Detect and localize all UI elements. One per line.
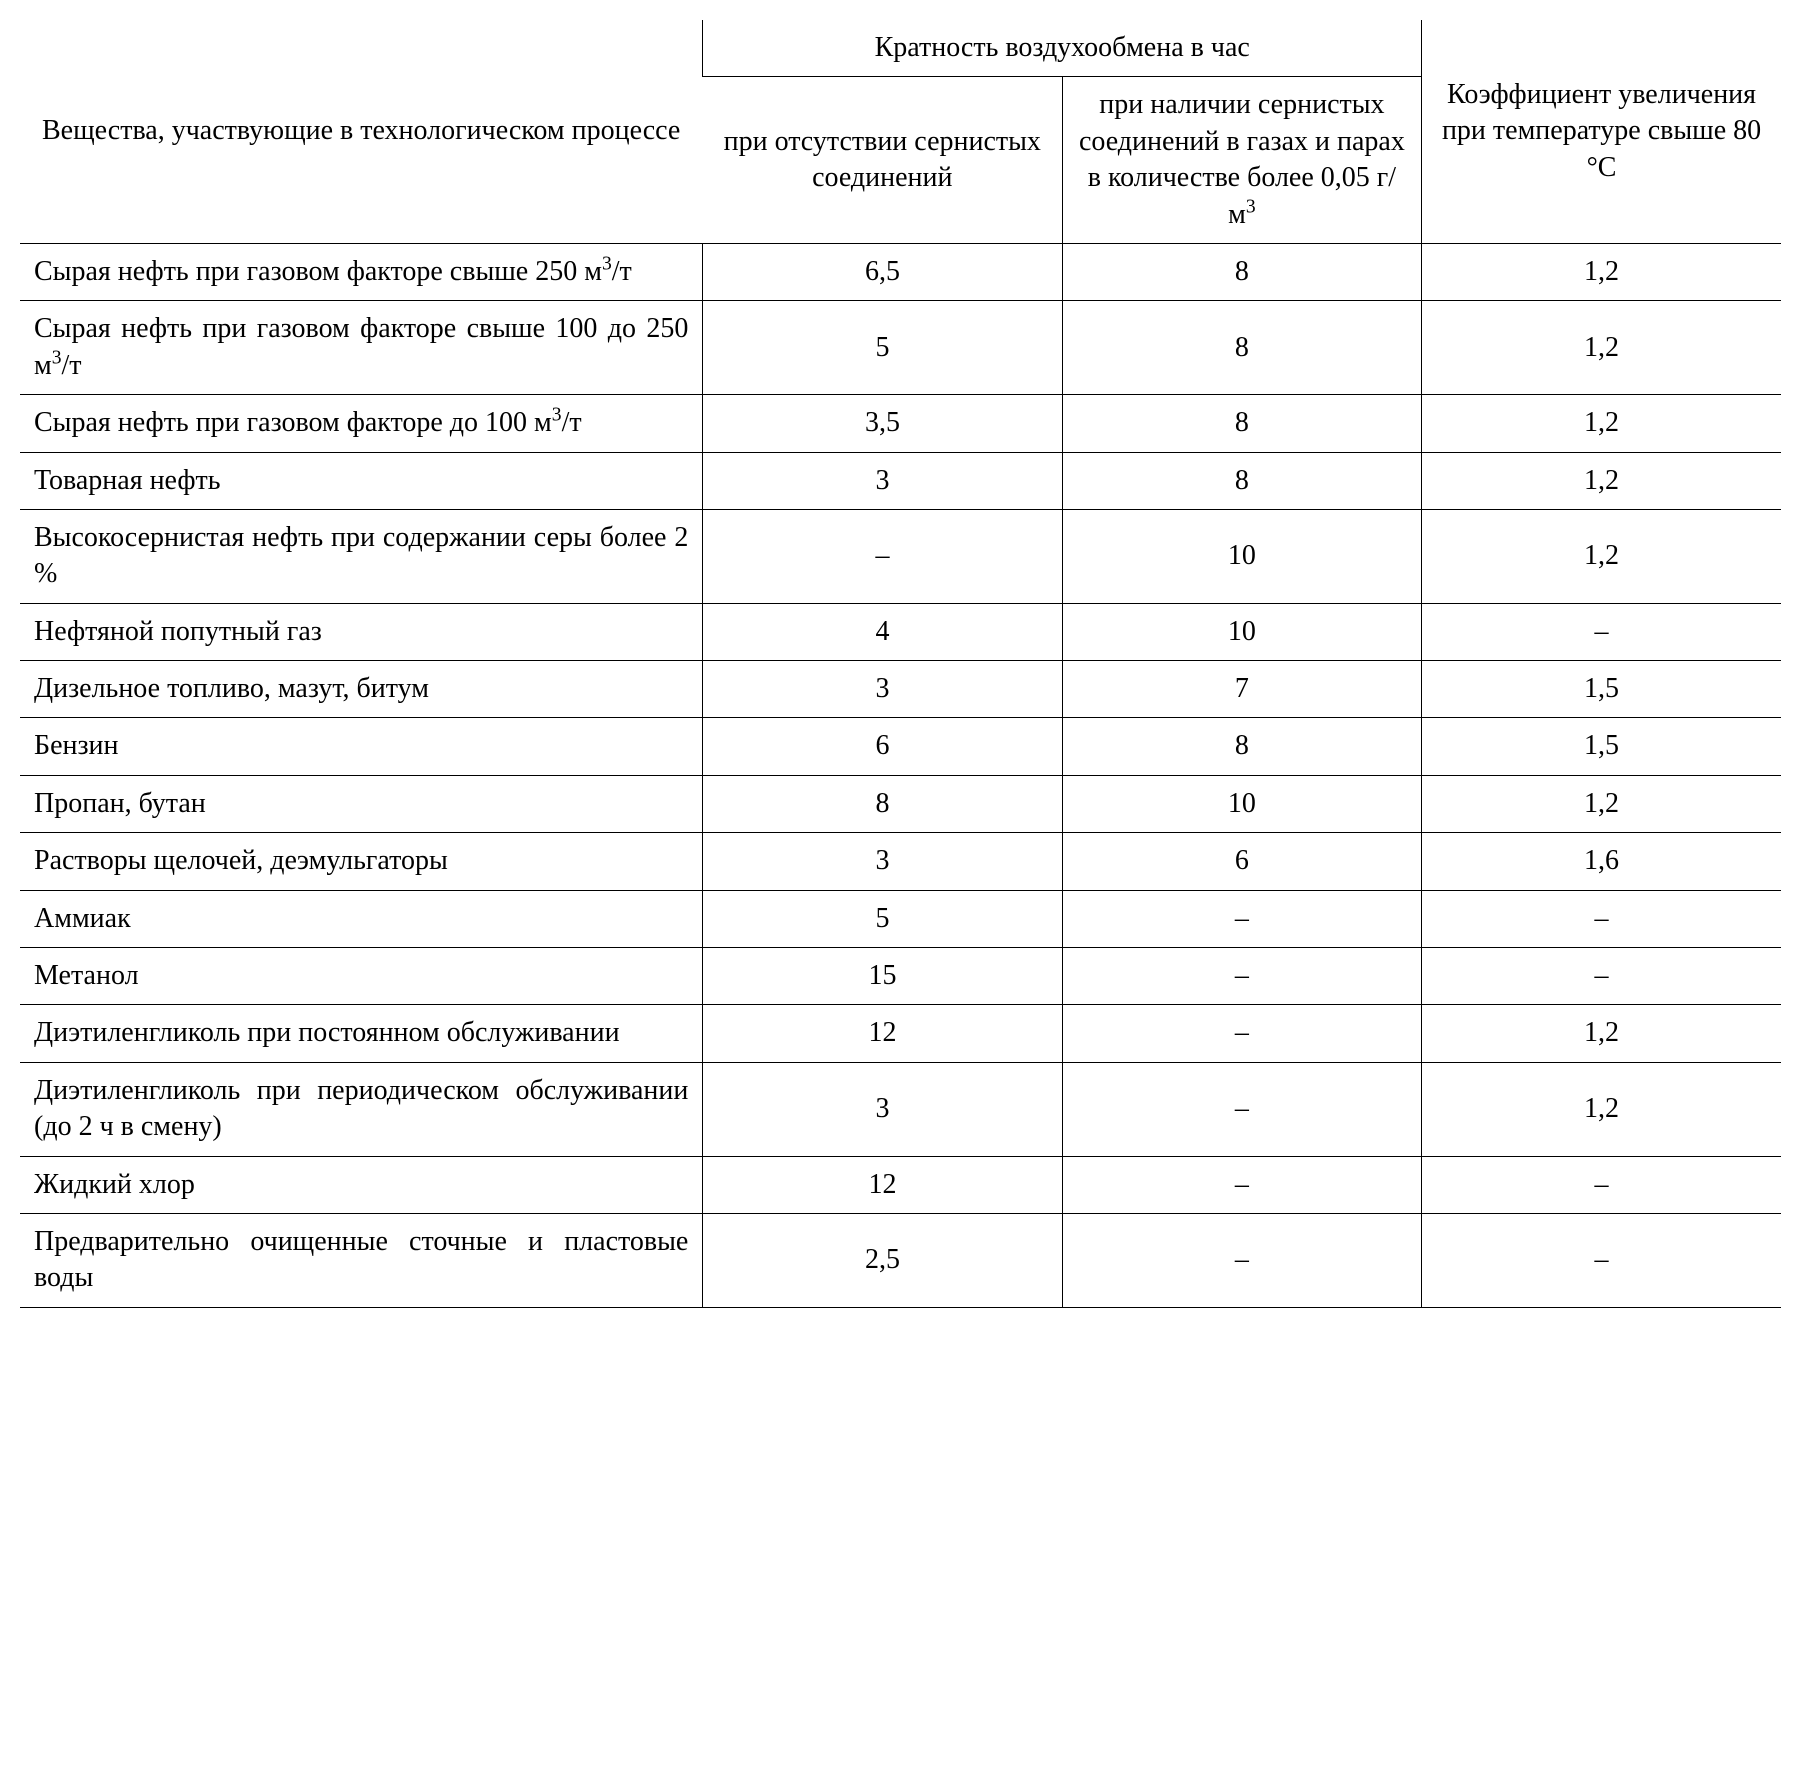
- cell-coeff: 1,2: [1422, 395, 1781, 452]
- cell-present: 10: [1062, 509, 1421, 603]
- cell-absent: 8: [703, 775, 1062, 832]
- table-row: Сырая нефть при газовом факторе свыше 25…: [20, 243, 1781, 300]
- table-row: Диэтиленгликоль при периодическом обслуж…: [20, 1062, 1781, 1156]
- cell-coeff: –: [1422, 1156, 1781, 1213]
- cell-absent: 3: [703, 452, 1062, 509]
- ventilation-table: Вещества, участвующие в технологическом …: [20, 20, 1781, 1308]
- header-present: при наличии сернистых соединений в газах…: [1062, 77, 1421, 244]
- cell-absent: 6: [703, 718, 1062, 775]
- table-row: Сырая нефть при газовом факторе до 100 м…: [20, 395, 1781, 452]
- cell-coeff: 1,5: [1422, 718, 1781, 775]
- cell-coeff: 1,2: [1422, 509, 1781, 603]
- cell-coeff: 1,2: [1422, 243, 1781, 300]
- header-group: Кратность воздухообмена в час: [703, 20, 1422, 77]
- cell-substance: Сырая нефть при газовом факторе до 100 м…: [20, 395, 703, 452]
- cell-absent: 3: [703, 661, 1062, 718]
- cell-coeff: –: [1422, 948, 1781, 1005]
- cell-absent: 15: [703, 948, 1062, 1005]
- table-row: Нефтяной попутный газ410–: [20, 603, 1781, 660]
- table-row: Растворы щелочей, деэмульгаторы361,6: [20, 833, 1781, 890]
- cell-present: 6: [1062, 833, 1421, 890]
- table-row: Сырая нефть при газовом факторе свыше 10…: [20, 301, 1781, 395]
- cell-present: –: [1062, 1156, 1421, 1213]
- cell-coeff: 1,6: [1422, 833, 1781, 890]
- cell-substance: Жидкий хлор: [20, 1156, 703, 1213]
- cell-substance: Диэтиленгликоль при постоянном обслужива…: [20, 1005, 703, 1062]
- table-row: Аммиак5––: [20, 890, 1781, 947]
- cell-coeff: 1,2: [1422, 775, 1781, 832]
- cell-coeff: 1,5: [1422, 661, 1781, 718]
- cell-substance: Высокосернистая нефть при содержании сер…: [20, 509, 703, 603]
- cell-present: 8: [1062, 395, 1421, 452]
- cell-coeff: –: [1422, 603, 1781, 660]
- header-absent: при отсутствии сернистых соединений: [703, 77, 1062, 244]
- cell-substance: Дизельное топливо, мазут, битум: [20, 661, 703, 718]
- cell-substance: Аммиак: [20, 890, 703, 947]
- cell-substance: Сырая нефть при газовом факторе свыше 10…: [20, 301, 703, 395]
- cell-coeff: –: [1422, 1213, 1781, 1307]
- header-substance: Вещества, участвующие в технологическом …: [20, 20, 703, 243]
- cell-present: 10: [1062, 603, 1421, 660]
- table-row: Бензин681,5: [20, 718, 1781, 775]
- cell-absent: 3: [703, 1062, 1062, 1156]
- cell-absent: 12: [703, 1005, 1062, 1062]
- cell-substance: Диэтиленгликоль при периодическом обслуж…: [20, 1062, 703, 1156]
- table-row: Товарная нефть381,2: [20, 452, 1781, 509]
- cell-absent: 12: [703, 1156, 1062, 1213]
- cell-substance: Бензин: [20, 718, 703, 775]
- cell-present: –: [1062, 890, 1421, 947]
- cell-absent: 5: [703, 890, 1062, 947]
- cell-substance: Растворы щелочей, деэмульгаторы: [20, 833, 703, 890]
- table-body: Сырая нефть при газовом факторе свыше 25…: [20, 243, 1781, 1307]
- cell-absent: 3,5: [703, 395, 1062, 452]
- cell-absent: 2,5: [703, 1213, 1062, 1307]
- table-row: Высокосернистая нефть при содержании сер…: [20, 509, 1781, 603]
- cell-present: 8: [1062, 452, 1421, 509]
- cell-present: –: [1062, 1005, 1421, 1062]
- cell-present: 7: [1062, 661, 1421, 718]
- cell-coeff: –: [1422, 890, 1781, 947]
- cell-present: 8: [1062, 718, 1421, 775]
- cell-present: 8: [1062, 301, 1421, 395]
- cell-present: –: [1062, 948, 1421, 1005]
- cell-coeff: 1,2: [1422, 452, 1781, 509]
- cell-substance: Нефтяной попутный газ: [20, 603, 703, 660]
- cell-absent: 6,5: [703, 243, 1062, 300]
- table-row: Дизельное топливо, мазут, битум371,5: [20, 661, 1781, 718]
- cell-coeff: 1,2: [1422, 301, 1781, 395]
- cell-substance: Товарная нефть: [20, 452, 703, 509]
- cell-absent: 5: [703, 301, 1062, 395]
- table-row: Жидкий хлор12––: [20, 1156, 1781, 1213]
- cell-coeff: 1,2: [1422, 1005, 1781, 1062]
- cell-substance: Сырая нефть при газовом факторе свыше 25…: [20, 243, 703, 300]
- table-row: Пропан, бутан8101,2: [20, 775, 1781, 832]
- cell-substance: Пропан, бутан: [20, 775, 703, 832]
- cell-absent: 3: [703, 833, 1062, 890]
- table-row: Метанол15––: [20, 948, 1781, 1005]
- cell-present: 8: [1062, 243, 1421, 300]
- cell-absent: –: [703, 509, 1062, 603]
- cell-absent: 4: [703, 603, 1062, 660]
- cell-present: 10: [1062, 775, 1421, 832]
- cell-substance: Предварительно очищенные сточные и пласт…: [20, 1213, 703, 1307]
- table-row: Предварительно очищенные сточные и пласт…: [20, 1213, 1781, 1307]
- cell-present: –: [1062, 1213, 1421, 1307]
- header-coeff: Коэффициент увеличения при температуре с…: [1422, 20, 1781, 243]
- table-row: Диэтиленгликоль при постоянном обслужива…: [20, 1005, 1781, 1062]
- cell-substance: Метанол: [20, 948, 703, 1005]
- cell-coeff: 1,2: [1422, 1062, 1781, 1156]
- cell-present: –: [1062, 1062, 1421, 1156]
